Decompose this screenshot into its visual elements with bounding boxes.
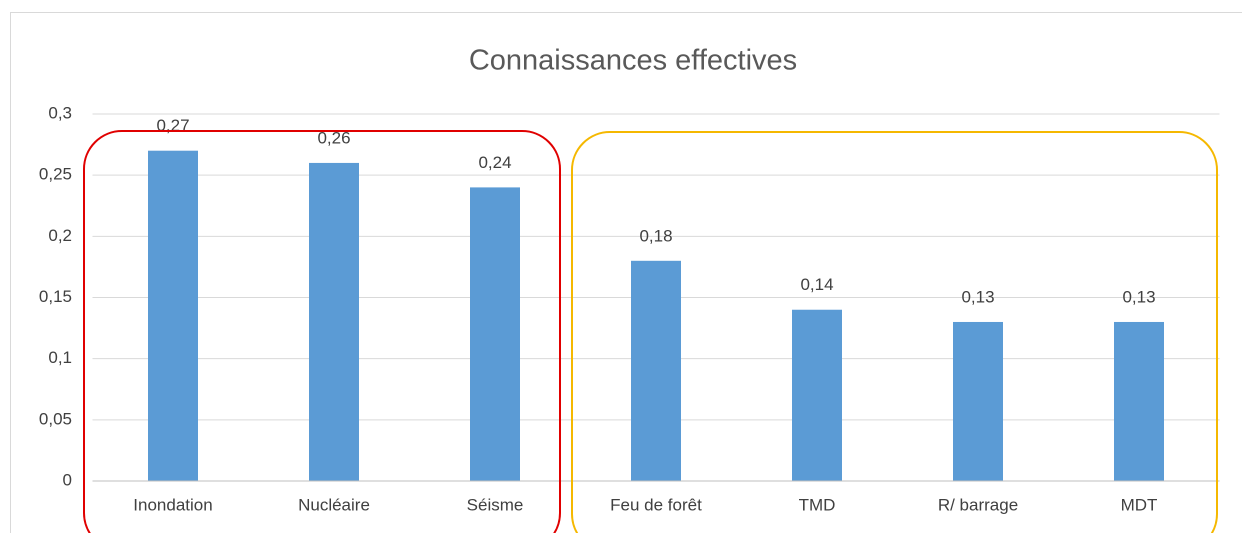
y-tick-label: 0,25	[39, 165, 72, 184]
data-label: 0,18	[639, 226, 672, 245]
highlight-box	[83, 130, 561, 533]
x-tick-label: TMD	[799, 495, 836, 514]
bar	[953, 321, 1003, 481]
x-tick-label: Inondation	[133, 495, 212, 514]
y-tick-label: 0,05	[39, 409, 72, 428]
chart-frame	[10, 12, 1242, 533]
data-label: 0,24	[478, 153, 511, 172]
y-tick-label: 0,1	[48, 348, 72, 367]
data-label: 0,13	[1122, 287, 1155, 306]
x-tick-label: MDT	[1121, 495, 1158, 514]
x-tick-label: Feu de forêt	[610, 495, 702, 514]
x-tick-label: R/ barrage	[938, 495, 1018, 514]
x-tick-label: Nucléaire	[298, 495, 370, 514]
y-tick-label: 0,2	[48, 226, 72, 245]
bar	[631, 260, 681, 481]
data-label: 0,13	[961, 287, 994, 306]
data-label: 0,14	[800, 275, 833, 294]
y-tick-label: 0,3	[48, 103, 72, 122]
bar	[792, 309, 842, 481]
y-tick-label: 0,15	[39, 287, 72, 306]
bar	[148, 150, 198, 481]
bar	[470, 187, 520, 481]
chart-title: Connaissances effectives	[469, 45, 797, 77]
bar	[1114, 321, 1164, 481]
y-tick-label: 0	[63, 470, 72, 489]
plot-area: 0 0,05 0,1 0,15 0,2 0,25 0,3 Inondation 0,27 Nucl…	[39, 103, 1220, 514]
bar	[309, 162, 359, 481]
data-label: 0,26	[317, 128, 350, 147]
x-tick-label: Séisme	[467, 495, 524, 514]
highlight-box	[571, 131, 1218, 533]
data-label: 0,27	[156, 116, 189, 135]
